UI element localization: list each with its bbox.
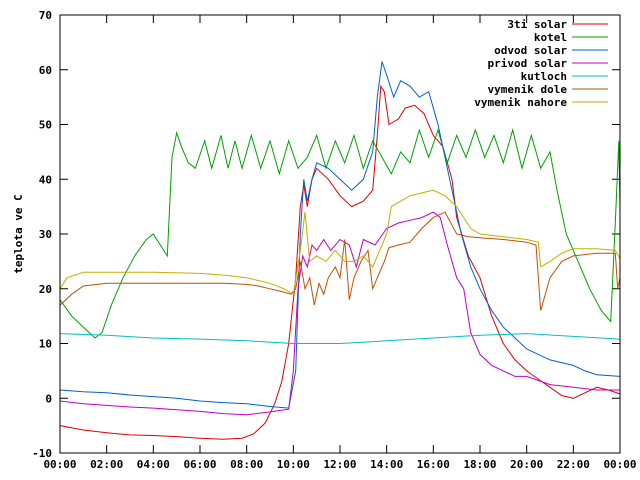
legend-label: kutloch — [521, 70, 567, 83]
legend-label: vymenik dole — [488, 83, 568, 96]
series-line-vymenik-nahore — [59, 189, 621, 295]
x-tick-label: 02:00 — [90, 458, 123, 471]
y-tick-label: 70 — [39, 9, 52, 22]
series-line-privod-solar — [59, 211, 620, 416]
y-tick-label: 30 — [39, 228, 52, 241]
x-tick-label: 18:00 — [463, 458, 496, 471]
y-axis-ticks: -10 0 10 20 30 40 50 60 70 — [32, 9, 620, 460]
legend-label: kotel — [534, 31, 567, 44]
series-lines — [59, 61, 621, 440]
y-axis-label: teplota ve C — [12, 194, 25, 273]
x-tick-label: 22:00 — [557, 458, 590, 471]
x-axis-ticks: 00:00 02:00 04:00 06:00 08:00 10:00 12:00 14:00… — [43, 15, 637, 471]
plot-frame — [59, 14, 621, 454]
x-tick-label: 00:00 — [603, 458, 636, 471]
x-tick-label: 04:00 — [137, 458, 170, 471]
y-tick-label: 60 — [39, 64, 52, 77]
series-line-kotel — [59, 128, 621, 339]
y-tick-label: 40 — [39, 173, 52, 186]
y-tick-label: 50 — [39, 119, 52, 132]
x-tick-label: 06:00 — [183, 458, 216, 471]
y-tick-label: 10 — [39, 338, 52, 351]
x-tick-label: 08:00 — [230, 458, 263, 471]
legend-label: vymenik nahore — [474, 96, 567, 109]
series-line-odvod-solar — [59, 61, 621, 409]
legend-label: privod solar — [488, 57, 568, 70]
x-tick-label: 12:00 — [323, 458, 356, 471]
x-tick-label: 20:00 — [510, 458, 543, 471]
x-tick-label: 10:00 — [277, 458, 310, 471]
y-tick-label: -10 — [32, 447, 52, 460]
series-line-kutloch — [59, 333, 621, 344]
series-line-3ti-solar — [59, 84, 621, 440]
legend-label: 3ti solar — [507, 18, 567, 31]
x-tick-label: 16:00 — [417, 458, 450, 471]
y-tick-label: 0 — [45, 392, 52, 405]
legend-label: odvod solar — [494, 44, 567, 57]
series-line-vymenik-dole — [59, 211, 621, 311]
x-tick-label: 14:00 — [370, 458, 403, 471]
y-tick-label: 20 — [39, 283, 52, 296]
x-tick-label: 00:00 — [43, 458, 76, 471]
